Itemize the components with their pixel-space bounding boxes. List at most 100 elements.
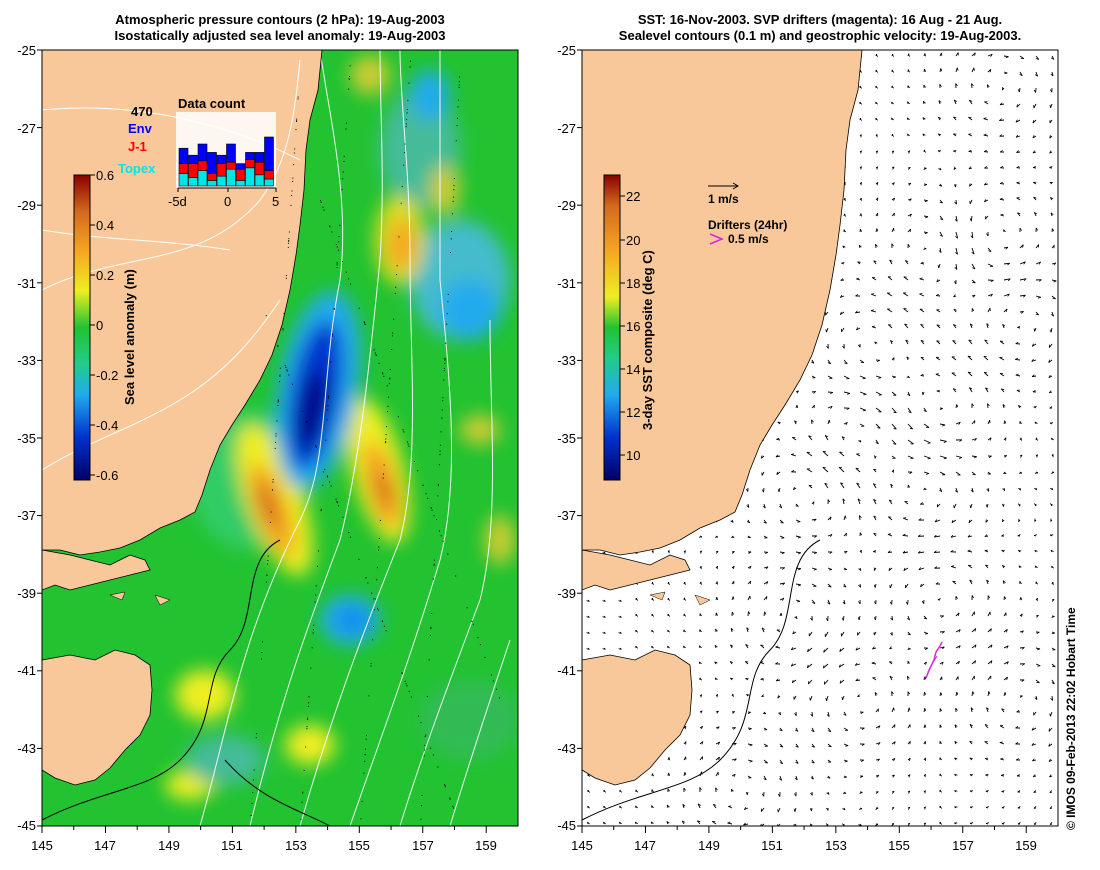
imos-credit: © IMOS 09-Feb-2013 22:02 Hobart Time — [1064, 607, 1078, 830]
data-count-bar — [216, 154, 227, 164]
left-xtick: 155 — [348, 838, 370, 853]
data-count-bar — [197, 170, 208, 187]
sla-colorbar-tick-5: -0.4 — [96, 418, 119, 433]
data-count-bar — [178, 147, 189, 164]
left-xtick: 145 — [31, 838, 53, 853]
sla-colorbar — [73, 174, 91, 481]
sealevel-contours-right — [582, 539, 821, 821]
left-ytick: -45 — [17, 818, 36, 833]
sst-colorbar-tick-1: 20 — [626, 233, 641, 248]
velocity-scale-arrow — [708, 182, 739, 190]
left-ytick: -31 — [17, 276, 36, 291]
sla-colorbar-ticks — [90, 174, 95, 476]
data-count-title: Data count — [178, 96, 246, 111]
drifter-scale-label: 0.5 m/s — [728, 232, 769, 246]
left-title-line2: Isostatically adjusted sea level anomaly… — [114, 28, 446, 43]
right-ytick: -41 — [557, 663, 576, 678]
data-count-bar — [207, 173, 217, 181]
left-ytick: -39 — [17, 586, 36, 601]
data-count-bar — [235, 163, 246, 170]
right-ytick: -37 — [557, 508, 576, 523]
data-count-bar — [254, 152, 265, 163]
data-count-total: 470 — [131, 104, 153, 119]
data-count-legend-topex: Topex — [118, 161, 156, 176]
right-title-line1: SST: 16-Nov-2003. SVP drifters (magenta)… — [637, 12, 1003, 27]
data-count-bar — [245, 152, 255, 160]
australia-land-right — [582, 50, 863, 556]
left-ytick: -37 — [17, 508, 36, 523]
sla-colorbar-tick-2: 0.2 — [96, 268, 115, 283]
right-ytick: -35 — [557, 431, 576, 446]
sst-colorbar-tick-5: 12 — [626, 405, 641, 420]
data-count-legend-j1: J-1 — [128, 139, 147, 154]
sst-colorbar-tick-2: 18 — [626, 276, 641, 291]
sla-colorbar-tick-6: -0.6 — [96, 468, 119, 483]
left-xtick: 147 — [94, 838, 116, 853]
right-ytick: -31 — [557, 276, 576, 291]
left-xtick: 159 — [475, 838, 497, 853]
sst-colorbar-tick-0: 22 — [626, 189, 641, 204]
data-count-xtick-1: 0 — [224, 194, 232, 209]
data-count-bar — [207, 152, 217, 174]
left-ytick: -43 — [17, 741, 36, 756]
data-count-bar — [254, 174, 265, 187]
data-count-bar — [216, 163, 227, 177]
data-count-xtick-0: -5d — [168, 194, 187, 209]
left-ytick: -41 — [17, 663, 36, 678]
altimeter-track-dots — [250, 60, 501, 820]
data-count-bar — [264, 170, 274, 180]
left-map — [42, 50, 518, 826]
right-xtick: 149 — [698, 838, 720, 853]
data-count-legend-env: Env — [128, 121, 152, 136]
data-count-inset — [176, 112, 277, 192]
data-count-bar — [216, 175, 227, 187]
data-count-bar — [178, 163, 189, 174]
left-title-line1: Atmospheric pressure contours (2 hPa): 1… — [115, 12, 445, 27]
velocity-scale-label: 1 m/s — [708, 192, 739, 206]
victoria-coast-right — [582, 549, 691, 591]
sealevel-contours — [42, 539, 331, 826]
data-count-bar — [226, 168, 236, 187]
sst-colorbar — [603, 174, 621, 481]
right-ytick: -33 — [557, 353, 576, 368]
left-xtick: 157 — [412, 838, 434, 853]
data-count-bar — [197, 143, 208, 162]
left-ytick: -29 — [17, 198, 36, 213]
data-count-bar — [188, 177, 198, 187]
data-count-bar — [188, 154, 198, 164]
tasmania-land-right — [582, 649, 693, 786]
right-ytick: -27 — [557, 121, 576, 136]
data-count-bar — [226, 161, 236, 170]
data-count-bar — [178, 173, 189, 187]
data-count-bar — [226, 143, 236, 163]
data-count-bar — [245, 167, 255, 187]
data-count-bar — [188, 163, 198, 178]
sst-colorbar-tick-6: 10 — [626, 448, 641, 463]
left-xtick: 149 — [158, 838, 180, 853]
right-ytick: -43 — [557, 741, 576, 756]
left-ytick: -33 — [17, 353, 36, 368]
sla-colorbar-tick-0: 0.6 — [96, 168, 115, 183]
left-ytick: -25 — [17, 43, 36, 58]
data-count-bar — [245, 159, 255, 169]
right-xtick: 153 — [825, 838, 847, 853]
data-count-bar — [264, 178, 274, 187]
right-xtick: 147 — [634, 838, 656, 853]
sla-colorbar-label: Sea level anomaly (m) — [122, 269, 137, 405]
sla-colorbar-tick-1: 0.4 — [96, 218, 115, 233]
data-count-bar — [235, 180, 246, 187]
data-count-bar — [207, 180, 217, 187]
sst-colorbar-tick-3: 16 — [626, 319, 641, 334]
right-map — [582, 50, 1058, 826]
right-xtick: 151 — [761, 838, 783, 853]
right-title-line2: Sealevel contours (0.1 m) and geostrophi… — [618, 28, 1022, 43]
victoria-coast — [42, 549, 151, 591]
left-ytick: -35 — [17, 431, 36, 446]
right-ytick: -45 — [557, 818, 576, 833]
right-xtick: 155 — [888, 838, 910, 853]
left-xtick: 151 — [221, 838, 243, 853]
right-ytick: -25 — [557, 43, 576, 58]
right-xtick: 157 — [952, 838, 974, 853]
right-xtick: 145 — [571, 838, 593, 853]
